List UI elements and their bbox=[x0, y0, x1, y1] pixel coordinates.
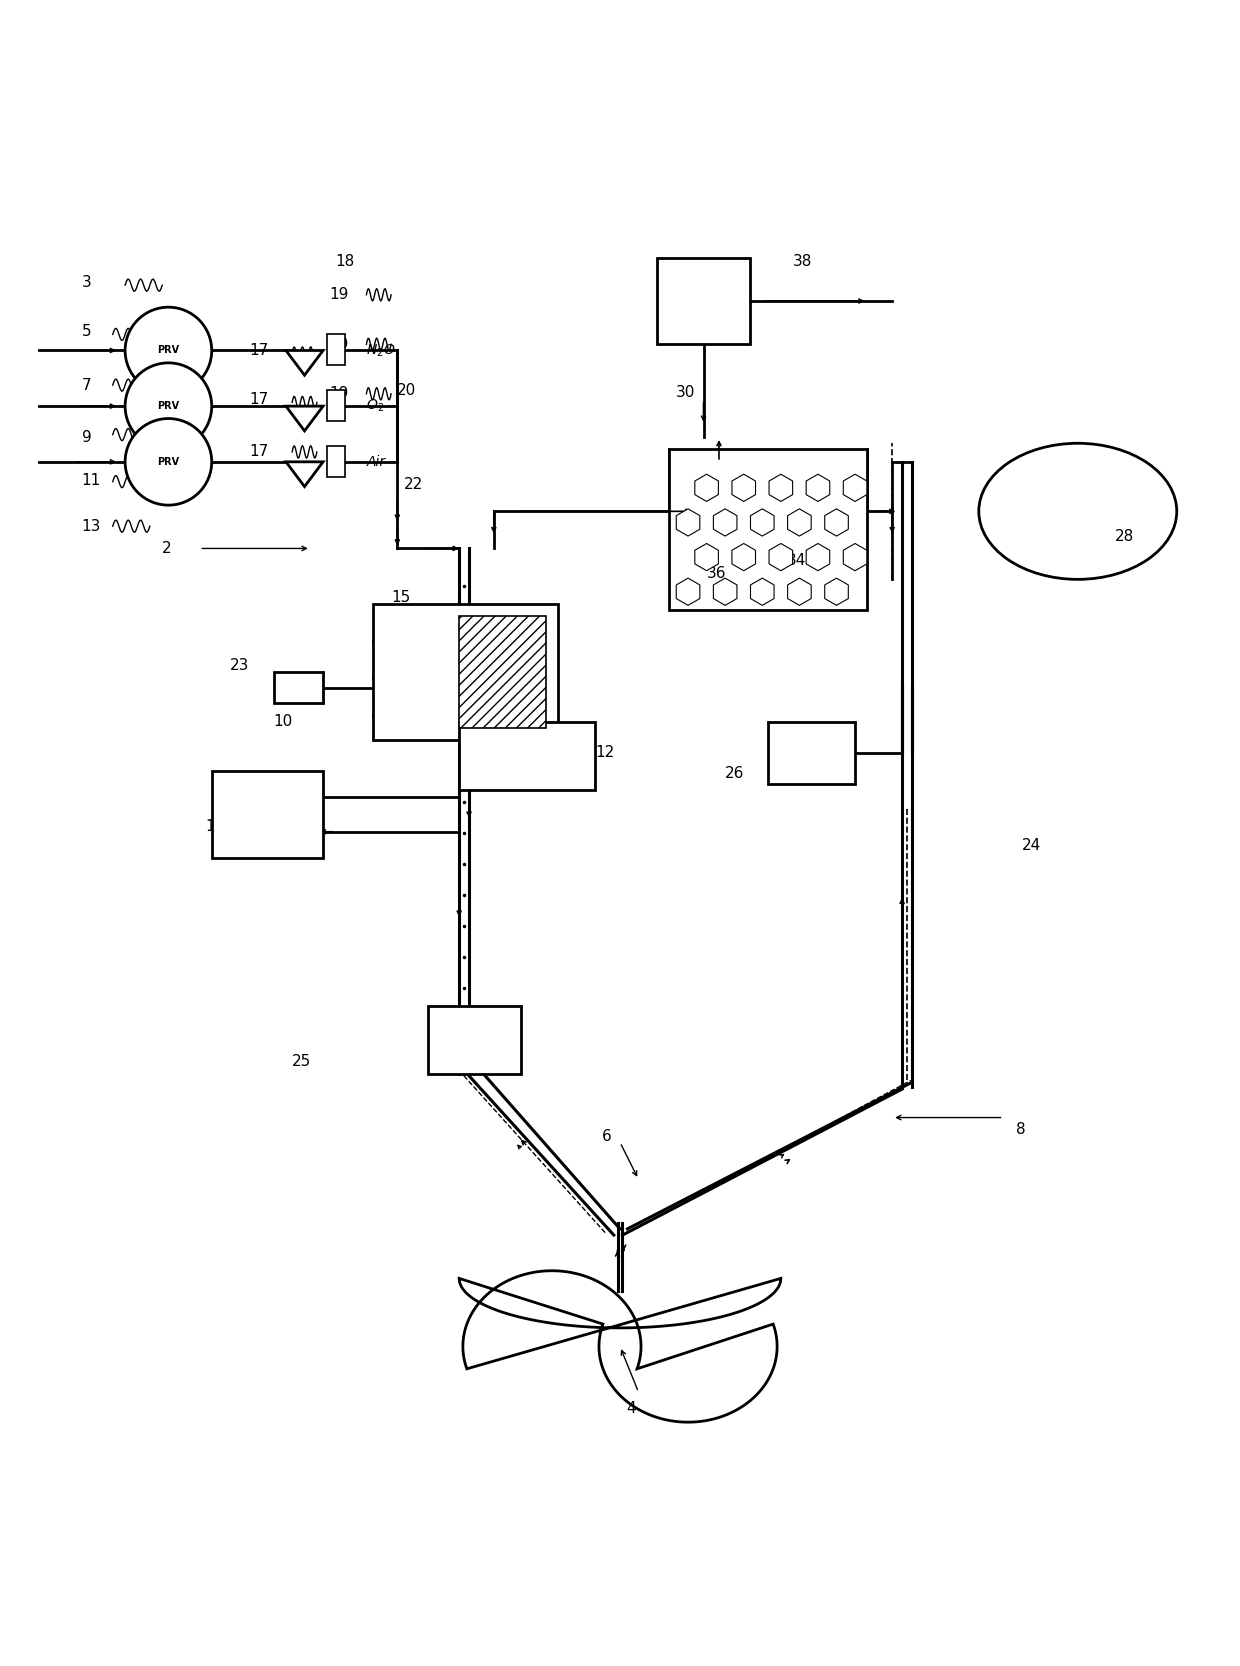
Text: 9: 9 bbox=[82, 430, 92, 445]
Circle shape bbox=[125, 418, 212, 505]
Text: 36: 36 bbox=[707, 566, 727, 581]
Polygon shape bbox=[713, 578, 737, 605]
Text: 34: 34 bbox=[787, 553, 806, 568]
Text: 4: 4 bbox=[626, 1401, 636, 1416]
Bar bbox=[372, 605, 558, 740]
FancyBboxPatch shape bbox=[428, 1006, 521, 1075]
Polygon shape bbox=[694, 543, 718, 571]
Text: 21: 21 bbox=[533, 753, 553, 768]
Polygon shape bbox=[843, 475, 867, 501]
Text: 28: 28 bbox=[1115, 528, 1135, 543]
Polygon shape bbox=[825, 578, 848, 605]
Polygon shape bbox=[769, 543, 792, 571]
Text: PRV: PRV bbox=[157, 345, 180, 355]
Polygon shape bbox=[732, 543, 755, 571]
Text: 13: 13 bbox=[82, 518, 102, 533]
Text: 18: 18 bbox=[336, 253, 355, 268]
Text: 14: 14 bbox=[465, 676, 485, 691]
Text: 16: 16 bbox=[206, 820, 224, 835]
Text: 26: 26 bbox=[725, 766, 744, 781]
Ellipse shape bbox=[978, 443, 1177, 580]
Polygon shape bbox=[286, 350, 324, 375]
Bar bbox=[327, 390, 345, 421]
Bar bbox=[327, 446, 345, 476]
Text: PRV: PRV bbox=[157, 402, 180, 412]
Bar bbox=[327, 335, 345, 365]
Text: N$_2$O: N$_2$O bbox=[366, 342, 396, 358]
Text: 22: 22 bbox=[403, 476, 423, 491]
Polygon shape bbox=[750, 508, 774, 536]
Bar bbox=[657, 258, 750, 345]
Polygon shape bbox=[787, 508, 811, 536]
Text: 11: 11 bbox=[82, 473, 100, 488]
Text: PRV: PRV bbox=[157, 456, 180, 466]
Text: 15: 15 bbox=[391, 590, 410, 605]
Text: 5: 5 bbox=[82, 325, 92, 340]
Bar bbox=[459, 721, 595, 790]
Polygon shape bbox=[676, 508, 699, 536]
Polygon shape bbox=[750, 578, 774, 605]
Text: 2: 2 bbox=[162, 541, 172, 556]
Polygon shape bbox=[459, 1271, 781, 1423]
Polygon shape bbox=[843, 543, 867, 571]
Text: 17: 17 bbox=[249, 393, 268, 408]
Text: 19: 19 bbox=[330, 387, 348, 402]
Text: 40: 40 bbox=[663, 258, 682, 273]
Polygon shape bbox=[286, 461, 324, 486]
Text: 38: 38 bbox=[794, 253, 812, 268]
Text: 30: 30 bbox=[676, 385, 696, 400]
Text: 7: 7 bbox=[82, 378, 92, 393]
Text: 24: 24 bbox=[1022, 838, 1042, 853]
FancyBboxPatch shape bbox=[769, 721, 856, 783]
Text: 19: 19 bbox=[330, 287, 348, 302]
Polygon shape bbox=[713, 508, 737, 536]
Text: 6: 6 bbox=[601, 1128, 611, 1143]
Text: 19: 19 bbox=[330, 337, 348, 352]
Text: 23: 23 bbox=[231, 658, 249, 673]
Text: 8: 8 bbox=[1016, 1123, 1025, 1138]
Polygon shape bbox=[676, 578, 699, 605]
Polygon shape bbox=[787, 578, 811, 605]
Polygon shape bbox=[825, 508, 848, 536]
Polygon shape bbox=[806, 543, 830, 571]
Text: 10: 10 bbox=[274, 715, 293, 730]
Text: 12: 12 bbox=[595, 745, 615, 760]
Bar bbox=[212, 771, 324, 858]
Bar bbox=[274, 671, 324, 703]
Text: 25: 25 bbox=[293, 1055, 311, 1070]
Polygon shape bbox=[286, 407, 324, 431]
Circle shape bbox=[125, 363, 212, 450]
Text: 32: 32 bbox=[663, 328, 683, 343]
Bar bbox=[459, 616, 546, 728]
Polygon shape bbox=[732, 475, 755, 501]
Text: 20: 20 bbox=[397, 383, 417, 398]
Circle shape bbox=[125, 307, 212, 393]
Text: 17: 17 bbox=[249, 343, 268, 358]
Polygon shape bbox=[769, 475, 792, 501]
Text: 3: 3 bbox=[82, 275, 92, 290]
Text: 17: 17 bbox=[249, 445, 268, 460]
Bar bbox=[670, 450, 868, 610]
Polygon shape bbox=[806, 475, 830, 501]
Text: O$_2$: O$_2$ bbox=[366, 398, 384, 415]
Text: Air: Air bbox=[366, 455, 386, 468]
Polygon shape bbox=[694, 475, 718, 501]
